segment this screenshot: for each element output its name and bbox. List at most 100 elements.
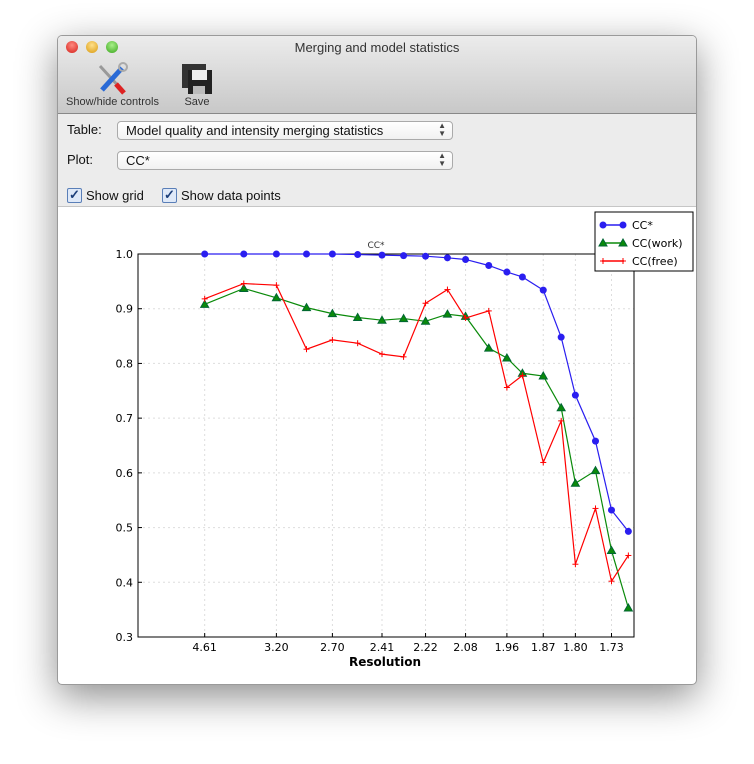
data-point — [271, 292, 282, 302]
legend-marker — [598, 237, 608, 247]
updown-arrows-icon: ▲ ▼ — [438, 151, 446, 168]
checkmark-icon: ✓ — [162, 188, 177, 203]
app-window: Merging and model statistics Show/hide c… — [57, 35, 697, 685]
x-tick-label: 1.73 — [599, 641, 624, 654]
x-tick-label: 2.70 — [320, 641, 345, 654]
data-point — [352, 312, 363, 321]
data-point — [354, 251, 362, 259]
data-point — [400, 252, 408, 260]
controls-panel: Table: Model quality and intensity mergi… — [58, 114, 696, 207]
show-data-points-label: Show data points — [181, 188, 281, 203]
data-point — [606, 545, 617, 555]
series-line — [204, 287, 629, 609]
data-point — [378, 251, 386, 259]
table-label: Table: — [67, 122, 102, 137]
plot-label: Plot: — [67, 152, 94, 167]
show-hide-controls-label: Show/hide controls — [66, 96, 159, 108]
x-tick-label: 2.41 — [370, 641, 395, 654]
data-point — [327, 308, 338, 318]
legend-label: CC(work) — [632, 237, 683, 250]
y-tick-label: 1.0 — [116, 248, 134, 261]
data-point — [624, 527, 632, 535]
show-data-points-checkbox[interactable]: ✓ Show data points — [162, 188, 281, 203]
data-point — [443, 254, 451, 262]
series-cc-free- — [201, 280, 632, 585]
x-tick-label: 2.22 — [413, 641, 438, 654]
legend-marker — [618, 237, 628, 247]
y-tick-label: 0.8 — [116, 357, 134, 370]
legend-label: CC* — [632, 219, 653, 232]
plot-area: CC* Resolution 0.3 0.4 0.5 0.6 0.7 0.8 0.9 1.0 4… — [58, 206, 696, 684]
legend-marker — [619, 221, 627, 229]
data-point — [483, 343, 494, 352]
data-point — [623, 602, 634, 612]
data-point — [328, 250, 336, 258]
chart: CC* Resolution 0.3 0.4 0.5 0.6 0.7 0.8 0.9 1.0 4… — [116, 211, 694, 669]
table-select-value: Model quality and intensity merging stat… — [126, 123, 384, 138]
series-line — [204, 253, 629, 532]
y-tick-label: 0.6 — [116, 467, 134, 480]
data-point — [462, 255, 470, 263]
plot-select-value: CC* — [126, 153, 150, 168]
data-point — [502, 352, 512, 362]
plot-select[interactable]: CC* ▲ ▼ — [117, 151, 453, 170]
x-tick-label: 1.96 — [495, 641, 520, 654]
legend: CC* CC(work) CC(free) — [594, 211, 694, 272]
series-cc- — [201, 250, 632, 535]
data-point — [422, 252, 430, 260]
save-button[interactable]: Save — [181, 62, 213, 108]
show-grid-label: Show grid — [86, 188, 144, 203]
checkmark-icon: ✓ — [67, 188, 82, 203]
data-point — [377, 315, 387, 324]
x-axis-label: Resolution — [349, 655, 421, 669]
data-point — [303, 250, 311, 258]
show-hide-controls-button[interactable]: Show/hide controls — [66, 62, 159, 108]
chart-title: CC* — [367, 241, 385, 251]
x-tick-label: 1.87 — [531, 641, 556, 654]
data-point — [557, 333, 565, 341]
y-tick-label: 0.5 — [116, 522, 134, 535]
data-point — [442, 309, 453, 318]
title-bar: Merging and model statistics Show/hide c… — [58, 36, 696, 114]
y-tick-label: 0.7 — [116, 412, 134, 425]
data-point — [518, 273, 526, 281]
series-line — [204, 282, 629, 583]
minimize-button[interactable] — [86, 41, 98, 53]
data-point — [539, 286, 547, 294]
y-tick-label: 0.9 — [116, 303, 134, 316]
data-point — [608, 506, 616, 514]
data-point — [503, 268, 511, 276]
data-point — [571, 391, 579, 399]
data-point — [591, 437, 599, 445]
show-grid-checkbox[interactable]: ✓ Show grid — [67, 188, 144, 203]
data-point — [420, 316, 431, 325]
data-point — [199, 299, 210, 308]
x-tick-label: 1.80 — [563, 641, 588, 654]
legend-marker — [599, 221, 607, 229]
x-tick-label: 2.08 — [453, 641, 478, 654]
data-point — [201, 250, 209, 258]
y-tick-label: 0.4 — [116, 576, 134, 589]
x-tick-label: 4.61 — [192, 641, 217, 654]
x-tick-label: 3.20 — [264, 641, 289, 654]
series-cc-work- — [199, 283, 634, 612]
y-tick-label: 0.3 — [116, 631, 134, 644]
data-point — [485, 261, 493, 269]
plot-frame — [137, 253, 635, 638]
updown-arrows-icon: ▲ ▼ — [438, 121, 446, 138]
table-select[interactable]: Model quality and intensity merging stat… — [117, 121, 453, 140]
data-point — [570, 478, 581, 487]
legend-label: CC(free) — [632, 255, 678, 268]
data-point — [538, 371, 549, 380]
zoom-button[interactable] — [106, 41, 118, 53]
save-label: Save — [184, 96, 210, 108]
data-point — [301, 302, 312, 312]
window-title: Merging and model statistics — [294, 40, 460, 55]
data-point — [398, 313, 409, 323]
close-button[interactable] — [66, 41, 78, 53]
save-disk-icon — [182, 64, 212, 94]
data-point — [238, 283, 249, 292]
tools-icon — [99, 62, 129, 95]
data-point — [240, 250, 248, 258]
data-point — [556, 402, 567, 412]
